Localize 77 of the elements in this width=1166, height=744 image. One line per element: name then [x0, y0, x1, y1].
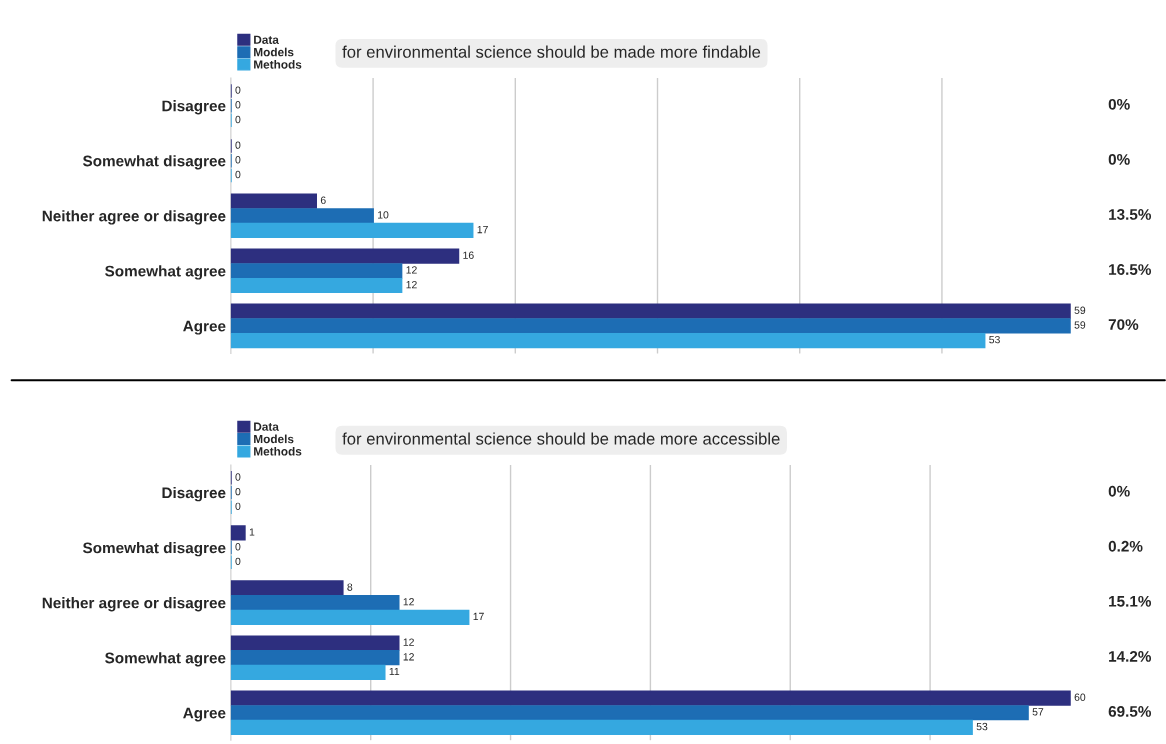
- data-label: 59: [1074, 306, 1086, 314]
- bar: [230, 208, 374, 224]
- data-label: 59: [1074, 321, 1086, 329]
- data-label: 12: [403, 653, 414, 661]
- chart-title: for environmental science should be made more findable: [342, 45, 761, 58]
- y-tick-label: Neither agree or disagree: [42, 597, 226, 612]
- data-label: 6: [320, 196, 326, 204]
- y-tick-label: Somewhat agree: [105, 652, 226, 667]
- legend-label: Methods: [254, 446, 302, 456]
- bar: [230, 303, 1071, 319]
- y-tick-label: Disagree: [162, 100, 226, 115]
- data-label: 0: [235, 86, 241, 94]
- bar: [230, 332, 986, 349]
- data-label: 12: [403, 598, 414, 606]
- data-label: 8: [347, 583, 353, 591]
- bar: [230, 705, 1029, 721]
- text: 15.1%: [1109, 595, 1152, 607]
- data-label: 0: [235, 141, 241, 149]
- data-label: 17: [477, 225, 488, 234]
- data-label: 0: [235, 101, 241, 109]
- data-label: 60: [1074, 693, 1086, 701]
- text: 0%: [1108, 485, 1130, 497]
- data-label: 0: [235, 487, 241, 496]
- bar: [230, 248, 460, 264]
- data-label: 16: [463, 251, 474, 259]
- y-tick-label: Disagree: [162, 486, 226, 502]
- data-label: 12: [403, 638, 414, 646]
- y-tick-label: Somewhat disagree: [82, 542, 226, 557]
- chart-title: for environmental science should be made more accessible: [342, 432, 780, 445]
- data-label: 1: [249, 528, 255, 536]
- bar: [230, 263, 403, 279]
- bar: [230, 580, 344, 596]
- bar: [230, 650, 400, 666]
- y-tick-label: Agree: [183, 707, 226, 722]
- y-tick-label: Somewhat agree: [105, 265, 226, 280]
- legend-label: Models: [254, 47, 294, 57]
- bar: [230, 193, 318, 209]
- text: 0%: [1108, 153, 1130, 165]
- bar: [230, 525, 246, 541]
- bar: [230, 635, 400, 651]
- bar: [230, 277, 403, 294]
- y-tick-label: Somewhat disagree: [82, 155, 226, 170]
- text: 70%: [1108, 319, 1139, 330]
- legend-label: Data: [254, 35, 279, 44]
- bar: [230, 609, 470, 625]
- bar: [230, 595, 400, 611]
- data-label: 12: [406, 280, 417, 289]
- y-tick-label: Neither agree or disagree: [42, 210, 226, 225]
- data-label: 0: [235, 473, 241, 481]
- data-label: 11: [389, 667, 400, 676]
- data-label: 57: [1032, 708, 1044, 716]
- data-label: 0: [235, 557, 241, 566]
- text: 0.2%: [1108, 540, 1143, 552]
- data-label: 10: [378, 211, 389, 219]
- text: 14.2%: [1109, 650, 1152, 662]
- data-label: 0: [235, 156, 241, 164]
- data-label: 17: [473, 612, 484, 621]
- legend-label: Models: [254, 434, 294, 444]
- data-label: 0: [235, 115, 241, 124]
- data-label: 0: [235, 502, 241, 511]
- bar: [230, 719, 973, 736]
- data-label: 53: [989, 335, 1000, 344]
- bar: [230, 664, 386, 680]
- bar: [230, 318, 1071, 334]
- text: 69.5%: [1108, 706, 1152, 717]
- text: 16.5%: [1109, 264, 1152, 275]
- legend-label: Methods: [254, 60, 302, 69]
- text: 0%: [1108, 98, 1130, 110]
- bar: [230, 690, 1071, 706]
- y-tick-label: Agree: [183, 320, 226, 335]
- legend-label: Data: [254, 422, 279, 431]
- data-label: 53: [976, 722, 988, 731]
- data-label: 0: [235, 543, 241, 551]
- text: 13.5%: [1109, 209, 1152, 220]
- bar: [230, 222, 474, 239]
- data-label: 12: [406, 266, 417, 274]
- data-label: 0: [235, 170, 241, 179]
